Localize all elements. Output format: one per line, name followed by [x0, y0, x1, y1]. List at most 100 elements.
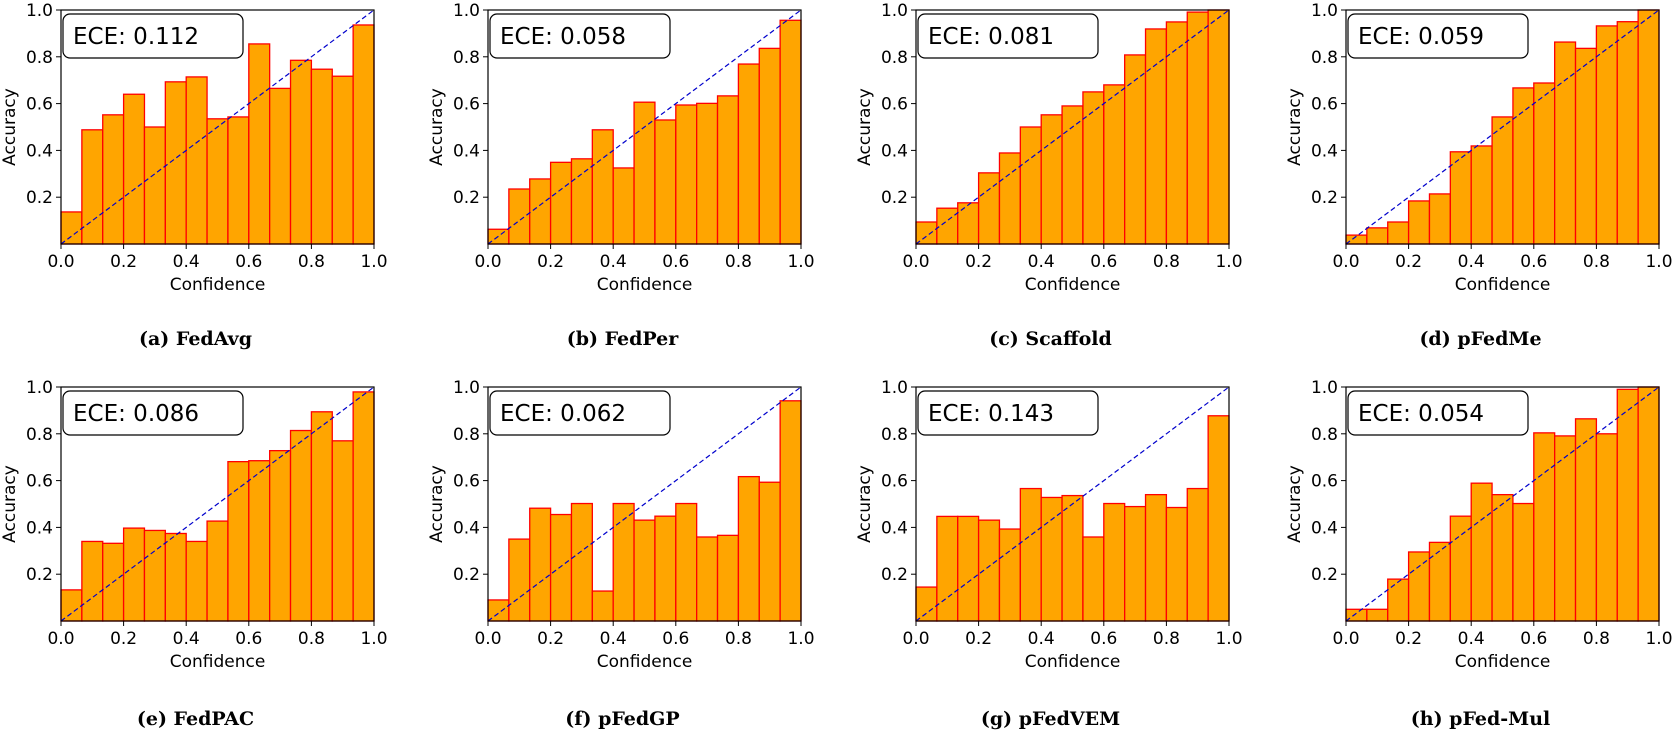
- x-tick-label: 0.8: [1153, 629, 1180, 649]
- diagonal-reference-line: [1345, 386, 1660, 622]
- x-tick-label: 0.6: [1090, 629, 1117, 649]
- axes-frame: [487, 386, 802, 622]
- x-tick-label: 0.0: [474, 252, 501, 272]
- diagonal-reference-line: [487, 9, 802, 245]
- x-tick-label: 0.8: [298, 252, 325, 272]
- bar: [1428, 193, 1451, 245]
- bar: [487, 599, 510, 622]
- y-tick-label: 0.2: [26, 188, 53, 208]
- bar: [248, 43, 271, 245]
- y-tick-label: 1.0: [881, 1, 908, 21]
- y-axis-label: Accuracy: [427, 465, 447, 543]
- bar: [508, 188, 531, 245]
- y-tick-label: 0.4: [1311, 141, 1338, 161]
- y-axis-label: Accuracy: [1285, 465, 1305, 543]
- y-tick-label: 1.0: [881, 378, 908, 398]
- bar: [289, 59, 313, 245]
- bar: [1512, 87, 1535, 245]
- bar: [957, 515, 980, 622]
- y-axis-label: Accuracy: [0, 88, 20, 166]
- bar: [654, 515, 677, 622]
- y-tick-label: 1.0: [26, 1, 53, 21]
- bar: [1533, 82, 1556, 245]
- panel-h: 0.0 0.2 0.4 0.6 0.8 1.0 0.2 0.4 0.6 0.8 1.0 Confide…: [1285, 378, 1673, 730]
- bar: [1491, 116, 1514, 245]
- x-tick-label: 0.6: [1520, 629, 1547, 649]
- bar: [633, 101, 656, 245]
- ece-annotation: ECE: 0.058: [500, 24, 626, 50]
- x-tick-label: 0.0: [1332, 629, 1359, 649]
- y-tick-label: 1.0: [1311, 378, 1338, 398]
- subfigure-caption: (e) FedPAC: [137, 708, 254, 730]
- y-tick-label: 0.6: [453, 95, 480, 115]
- bar: [716, 534, 740, 622]
- bar: [1019, 126, 1042, 245]
- y-tick-label: 0.2: [26, 565, 53, 585]
- ece-box: [489, 13, 671, 59]
- bar: [1637, 386, 1660, 622]
- x-tick-label: 0.8: [1583, 629, 1610, 649]
- diagonal-reference-line: [915, 386, 1230, 622]
- panel-b: 0.0 0.2 0.4 0.6 0.8 1.0 0.2 0.4 0.6 0.8 1.0 Confide…: [427, 1, 815, 350]
- bar: [1387, 221, 1410, 245]
- y-tick-label: 0.8: [881, 425, 908, 445]
- bar: [758, 481, 781, 622]
- bar: [1449, 515, 1472, 622]
- bar: [1124, 54, 1147, 245]
- ece-annotation: ECE: 0.059: [1358, 24, 1484, 50]
- bar: [570, 502, 593, 622]
- bar: [998, 152, 1021, 245]
- bar: [122, 93, 146, 245]
- diagonal-reference-line: [1345, 9, 1660, 245]
- x-tick-label: 0.8: [298, 629, 325, 649]
- axes-frame: [915, 386, 1230, 622]
- bar: [1595, 25, 1618, 245]
- bar: [1207, 9, 1230, 245]
- bar: [529, 178, 552, 245]
- bar: [1144, 28, 1168, 245]
- bar: [1165, 506, 1188, 622]
- x-tick-label: 0.2: [965, 629, 992, 649]
- x-tick-label: 0.8: [1153, 252, 1180, 272]
- x-tick-label: 0.0: [902, 629, 929, 649]
- bar: [102, 114, 125, 245]
- x-tick-label: 0.4: [600, 252, 627, 272]
- diagonal-reference-line: [60, 9, 375, 245]
- bar: [60, 589, 83, 622]
- y-tick-label: 0.4: [881, 141, 908, 161]
- x-axis-label: Confidence: [170, 652, 266, 672]
- bar: [591, 590, 614, 622]
- bar: [612, 502, 635, 622]
- x-tick-label: 0.4: [1028, 252, 1055, 272]
- y-tick-label: 0.8: [26, 48, 53, 68]
- x-tick-label: 0.0: [474, 629, 501, 649]
- bar: [1574, 47, 1598, 245]
- y-axis-label: Accuracy: [1285, 88, 1305, 166]
- bar: [310, 68, 333, 245]
- bar: [164, 81, 187, 245]
- bar: [143, 529, 166, 622]
- bar: [1387, 578, 1410, 622]
- ece-annotation: ECE: 0.112: [73, 24, 199, 50]
- x-tick-label: 0.0: [902, 252, 929, 272]
- subfigure-caption: (d) pFedMe: [1419, 328, 1541, 350]
- bar: [185, 76, 208, 245]
- bar: [1554, 41, 1577, 245]
- x-axis-label: Confidence: [1455, 652, 1551, 672]
- bar: [1124, 505, 1147, 622]
- bar: [612, 167, 635, 245]
- y-axis-label: Accuracy: [0, 465, 20, 543]
- bar: [1186, 11, 1209, 245]
- bar: [737, 63, 760, 245]
- bar: [779, 19, 802, 245]
- x-tick-label: 1.0: [1645, 252, 1672, 272]
- x-tick-label: 1.0: [787, 629, 814, 649]
- bar: [696, 102, 719, 245]
- subfigure-caption: (b) FedPer: [567, 328, 680, 350]
- x-axis-label: Confidence: [597, 652, 693, 672]
- diagonal-reference-line: [487, 386, 802, 622]
- bar: [1533, 432, 1556, 622]
- bar: [289, 429, 313, 622]
- axes-frame: [487, 9, 802, 245]
